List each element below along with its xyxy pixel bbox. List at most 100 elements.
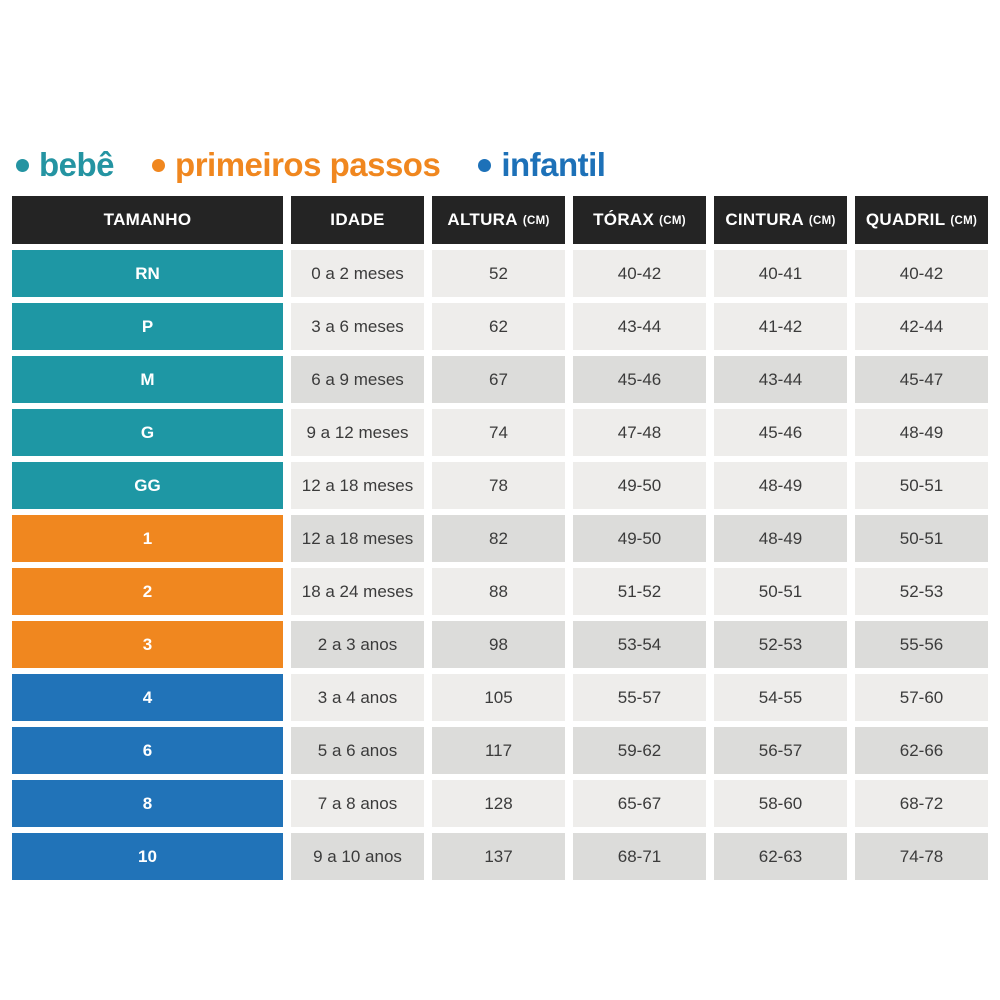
- column-header-idade: IDADE: [291, 196, 424, 244]
- column-header-unit: (CM): [950, 215, 978, 227]
- size-cell: 8: [12, 780, 283, 827]
- height-cell: 137: [432, 833, 565, 880]
- size-table: TAMANHO IDADE ALTURA (CM) TÓRAX (CM) CIN…: [12, 196, 988, 880]
- height-cell: 128: [432, 780, 565, 827]
- waist-cell: 48-49: [714, 515, 847, 562]
- chest-cell: 53-54: [573, 621, 706, 668]
- column-header-torax: TÓRAX (CM): [573, 196, 706, 244]
- height-cell: 105: [432, 674, 565, 721]
- age-cell: 5 a 6 anos: [291, 727, 424, 774]
- bullet-icon: [16, 158, 29, 172]
- size-cell: 4: [12, 674, 283, 721]
- age-cell: 12 a 18 meses: [291, 515, 424, 562]
- column-header-label: QUADRIL: [865, 210, 946, 229]
- waist-cell: 54-55: [714, 674, 847, 721]
- column-header-label: TÓRAX: [593, 210, 655, 229]
- waist-cell: 56-57: [714, 727, 847, 774]
- waist-cell: 52-53: [714, 621, 847, 668]
- size-cell: RN: [12, 250, 283, 297]
- hip-cell: 48-49: [855, 409, 988, 456]
- age-cell: 9 a 10 anos: [291, 833, 424, 880]
- height-cell: 82: [432, 515, 565, 562]
- size-cell: 2: [12, 568, 283, 615]
- age-cell: 3 a 6 meses: [291, 303, 424, 350]
- height-cell: 78: [432, 462, 565, 509]
- waist-cell: 50-51: [714, 568, 847, 615]
- column-header-quadril: QUADRIL (CM): [855, 196, 988, 244]
- column-header-unit: (CM): [659, 215, 686, 227]
- hip-cell: 40-42: [855, 250, 988, 297]
- column-header-label: IDADE: [330, 210, 385, 229]
- height-cell: 117: [432, 727, 565, 774]
- hip-cell: 55-56: [855, 621, 988, 668]
- chest-cell: 51-52: [573, 568, 706, 615]
- age-cell: 6 a 9 meses: [291, 356, 424, 403]
- chest-cell: 45-46: [573, 356, 706, 403]
- column-header-unit: (CM): [808, 215, 836, 227]
- waist-cell: 41-42: [714, 303, 847, 350]
- height-cell: 88: [432, 568, 565, 615]
- size-cell: M: [12, 356, 283, 403]
- size-cell: GG: [12, 462, 283, 509]
- age-cell: 9 a 12 meses: [291, 409, 424, 456]
- hip-cell: 52-53: [855, 568, 988, 615]
- column-header-cintura: CINTURA (CM): [714, 196, 847, 244]
- chest-cell: 59-62: [573, 727, 706, 774]
- size-cell: G: [12, 409, 283, 456]
- column-header-label: ALTURA: [447, 210, 518, 229]
- legend-label: primeiros passos: [175, 146, 441, 183]
- waist-cell: 45-46: [714, 409, 847, 456]
- age-cell: 7 a 8 anos: [291, 780, 424, 827]
- chest-cell: 49-50: [573, 515, 706, 562]
- height-cell: 62: [432, 303, 565, 350]
- chest-cell: 47-48: [573, 409, 706, 456]
- hip-cell: 68-72: [855, 780, 988, 827]
- height-cell: 52: [432, 250, 565, 297]
- hip-cell: 62-66: [855, 727, 988, 774]
- column-header-altura: ALTURA (CM): [432, 196, 565, 244]
- waist-cell: 48-49: [714, 462, 847, 509]
- bullet-icon: [152, 158, 166, 172]
- age-cell: 12 a 18 meses: [291, 462, 424, 509]
- chest-cell: 40-42: [573, 250, 706, 297]
- legend-label: bebê: [39, 146, 115, 183]
- column-header-label: TAMANHO: [103, 210, 192, 229]
- legend-label: infantil: [501, 146, 606, 183]
- age-cell: 0 a 2 meses: [291, 250, 424, 297]
- age-cell: 18 a 24 meses: [291, 568, 424, 615]
- column-header-unit: (CM): [522, 215, 550, 227]
- hip-cell: 74-78: [855, 833, 988, 880]
- chest-cell: 55-57: [573, 674, 706, 721]
- size-cell: P: [12, 303, 283, 350]
- hip-cell: 42-44: [855, 303, 988, 350]
- age-cell: 2 a 3 anos: [291, 621, 424, 668]
- bullet-icon: [478, 158, 492, 172]
- age-cell: 3 a 4 anos: [291, 674, 424, 721]
- hip-cell: 50-51: [855, 462, 988, 509]
- height-cell: 74: [432, 409, 565, 456]
- column-header-tamanho: TAMANHO: [12, 196, 283, 244]
- group-legend: bebê primeiros passos infantil: [16, 146, 606, 184]
- chest-cell: 68-71: [573, 833, 706, 880]
- chest-cell: 43-44: [573, 303, 706, 350]
- hip-cell: 50-51: [855, 515, 988, 562]
- size-cell: 3: [12, 621, 283, 668]
- chest-cell: 49-50: [573, 462, 706, 509]
- column-header-label: CINTURA: [725, 210, 804, 229]
- size-cell: 1: [12, 515, 283, 562]
- hip-cell: 45-47: [855, 356, 988, 403]
- hip-cell: 57-60: [855, 674, 988, 721]
- legend-item-infantil: infantil: [478, 146, 606, 184]
- height-cell: 67: [432, 356, 565, 403]
- chest-cell: 65-67: [573, 780, 706, 827]
- waist-cell: 58-60: [714, 780, 847, 827]
- legend-item-bebe: bebê: [16, 146, 115, 184]
- legend-item-primeiros-passos: primeiros passos: [152, 146, 441, 184]
- size-cell: 10: [12, 833, 283, 880]
- height-cell: 98: [432, 621, 565, 668]
- waist-cell: 43-44: [714, 356, 847, 403]
- waist-cell: 62-63: [714, 833, 847, 880]
- waist-cell: 40-41: [714, 250, 847, 297]
- size-cell: 6: [12, 727, 283, 774]
